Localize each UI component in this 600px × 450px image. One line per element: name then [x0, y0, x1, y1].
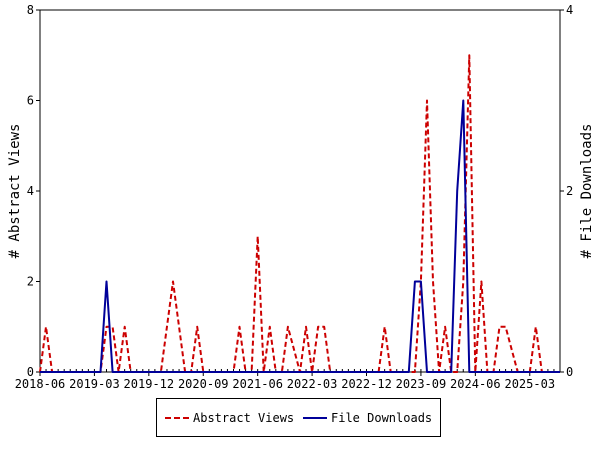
x-tick-label: 2025-03 [504, 377, 555, 391]
y-axis-label: # Abstract Views [7, 124, 23, 259]
x-tick-label: 2022-12 [341, 377, 392, 391]
legend-label-abstract-views: Abstract Views [193, 411, 295, 425]
x-tick-label: 2021-06 [232, 377, 283, 391]
legend-swatch-file-downloads [303, 417, 327, 419]
x-tick-label: 2023-09 [396, 377, 447, 391]
y2-tick-label: 4 [566, 3, 573, 17]
legend-label-file-downloads: File Downloads [331, 411, 433, 425]
y2-tick-label: 0 [566, 365, 573, 379]
legend-swatch-abstract-views [165, 417, 189, 419]
series-line-abstract-views [39, 54, 560, 373]
x-tick-label: 2018-06 [15, 377, 66, 391]
x-tick-label: 2020-09 [178, 377, 229, 391]
x-tick-label: 2019-03 [69, 377, 120, 391]
y-tick-label: 0 [27, 365, 34, 379]
plot-area: 2018-06 2019-03 2019-12 2020-09 2021-06 2022-… [15, 3, 574, 391]
x-tick-label: 2019-12 [124, 377, 175, 391]
x-tick-label: 2024-06 [450, 377, 501, 391]
y-tick-label: 6 [27, 94, 34, 108]
y-tick-label: 8 [27, 3, 34, 17]
legend: Abstract Views File Downloads [156, 398, 441, 437]
series-line-file-downloads [40, 99, 560, 373]
y-tick-label: 4 [27, 184, 34, 198]
y2-axis-label: # File Downloads [579, 124, 595, 259]
x-tick-label: 2022-03 [287, 377, 338, 391]
plot-frame [39, 9, 561, 373]
y2-tick-label: 2 [566, 184, 573, 198]
y-tick-label: 2 [27, 275, 34, 289]
